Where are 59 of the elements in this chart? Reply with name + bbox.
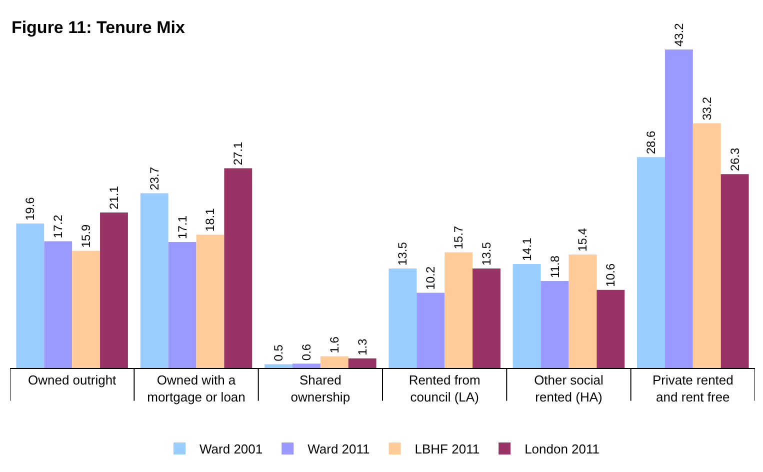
bar: [692, 123, 721, 368]
data-label: 0.5: [272, 344, 286, 362]
bar: [720, 174, 749, 368]
data-label: 26.3: [728, 147, 742, 172]
x-tick-label: Other social rented (HA): [534, 372, 604, 404]
x-tick-label: Private rented and rent free: [652, 372, 734, 404]
bar: [664, 50, 693, 368]
data-label: 33.2: [700, 96, 714, 120]
bar: [264, 364, 292, 368]
data-label: 0.6: [299, 344, 314, 361]
data-label: 27.1: [231, 142, 246, 166]
data-label: 23.7: [147, 166, 162, 190]
data-label: 28.6: [644, 130, 658, 154]
bar: [388, 268, 417, 368]
data-label: 15.9: [79, 224, 94, 248]
bar: [320, 356, 348, 368]
bar: [568, 254, 597, 368]
data-label: 14.1: [520, 237, 534, 262]
bar: [16, 224, 44, 368]
bar: [348, 358, 376, 368]
bar: [100, 212, 128, 368]
bar: [596, 290, 625, 368]
data-label: 17.1: [175, 215, 190, 239]
data-label: 13.5: [479, 242, 494, 266]
bar: [168, 242, 196, 368]
data-label: 10.2: [424, 266, 438, 290]
data-label: 11.8: [548, 255, 562, 278]
legend-label: LBHF 2011: [414, 442, 480, 457]
x-tick-label: Owned with a mortgage or loan: [147, 372, 246, 404]
data-label: 1.3: [355, 338, 370, 356]
data-label: 19.6: [23, 196, 38, 221]
bar: [140, 193, 168, 368]
data-label: 43.2: [672, 22, 686, 47]
data-label: 10.6: [604, 263, 618, 287]
bar: [44, 241, 72, 368]
data-label: 18.1: [203, 208, 218, 232]
x-tick-label: Rented from council (LA): [408, 372, 480, 404]
bar: [512, 264, 541, 368]
data-label: 15.7: [452, 226, 466, 250]
bar: [224, 168, 252, 368]
data-label: 13.5: [396, 242, 410, 266]
legend-label: Ward 2011: [308, 442, 370, 457]
data-label: 21.1: [106, 186, 121, 210]
bar: [540, 281, 569, 368]
bar: [416, 292, 445, 368]
bar: [72, 250, 100, 368]
data-label: 17.2: [51, 214, 66, 238]
x-tick-label: Shared ownership: [290, 372, 350, 404]
bar: [292, 364, 320, 368]
legend-label: London 2011: [524, 442, 600, 457]
bar: [196, 234, 224, 368]
bar: [472, 268, 500, 368]
legend-label: Ward 2001: [200, 442, 263, 457]
data-label: 1.6: [327, 336, 342, 354]
x-tick-label: Owned outright: [28, 372, 117, 388]
data-label: 15.4: [576, 228, 590, 252]
bar: [444, 252, 473, 368]
chart-title: Figure 11: Tenure Mix: [11, 18, 186, 38]
bar: [637, 157, 665, 368]
